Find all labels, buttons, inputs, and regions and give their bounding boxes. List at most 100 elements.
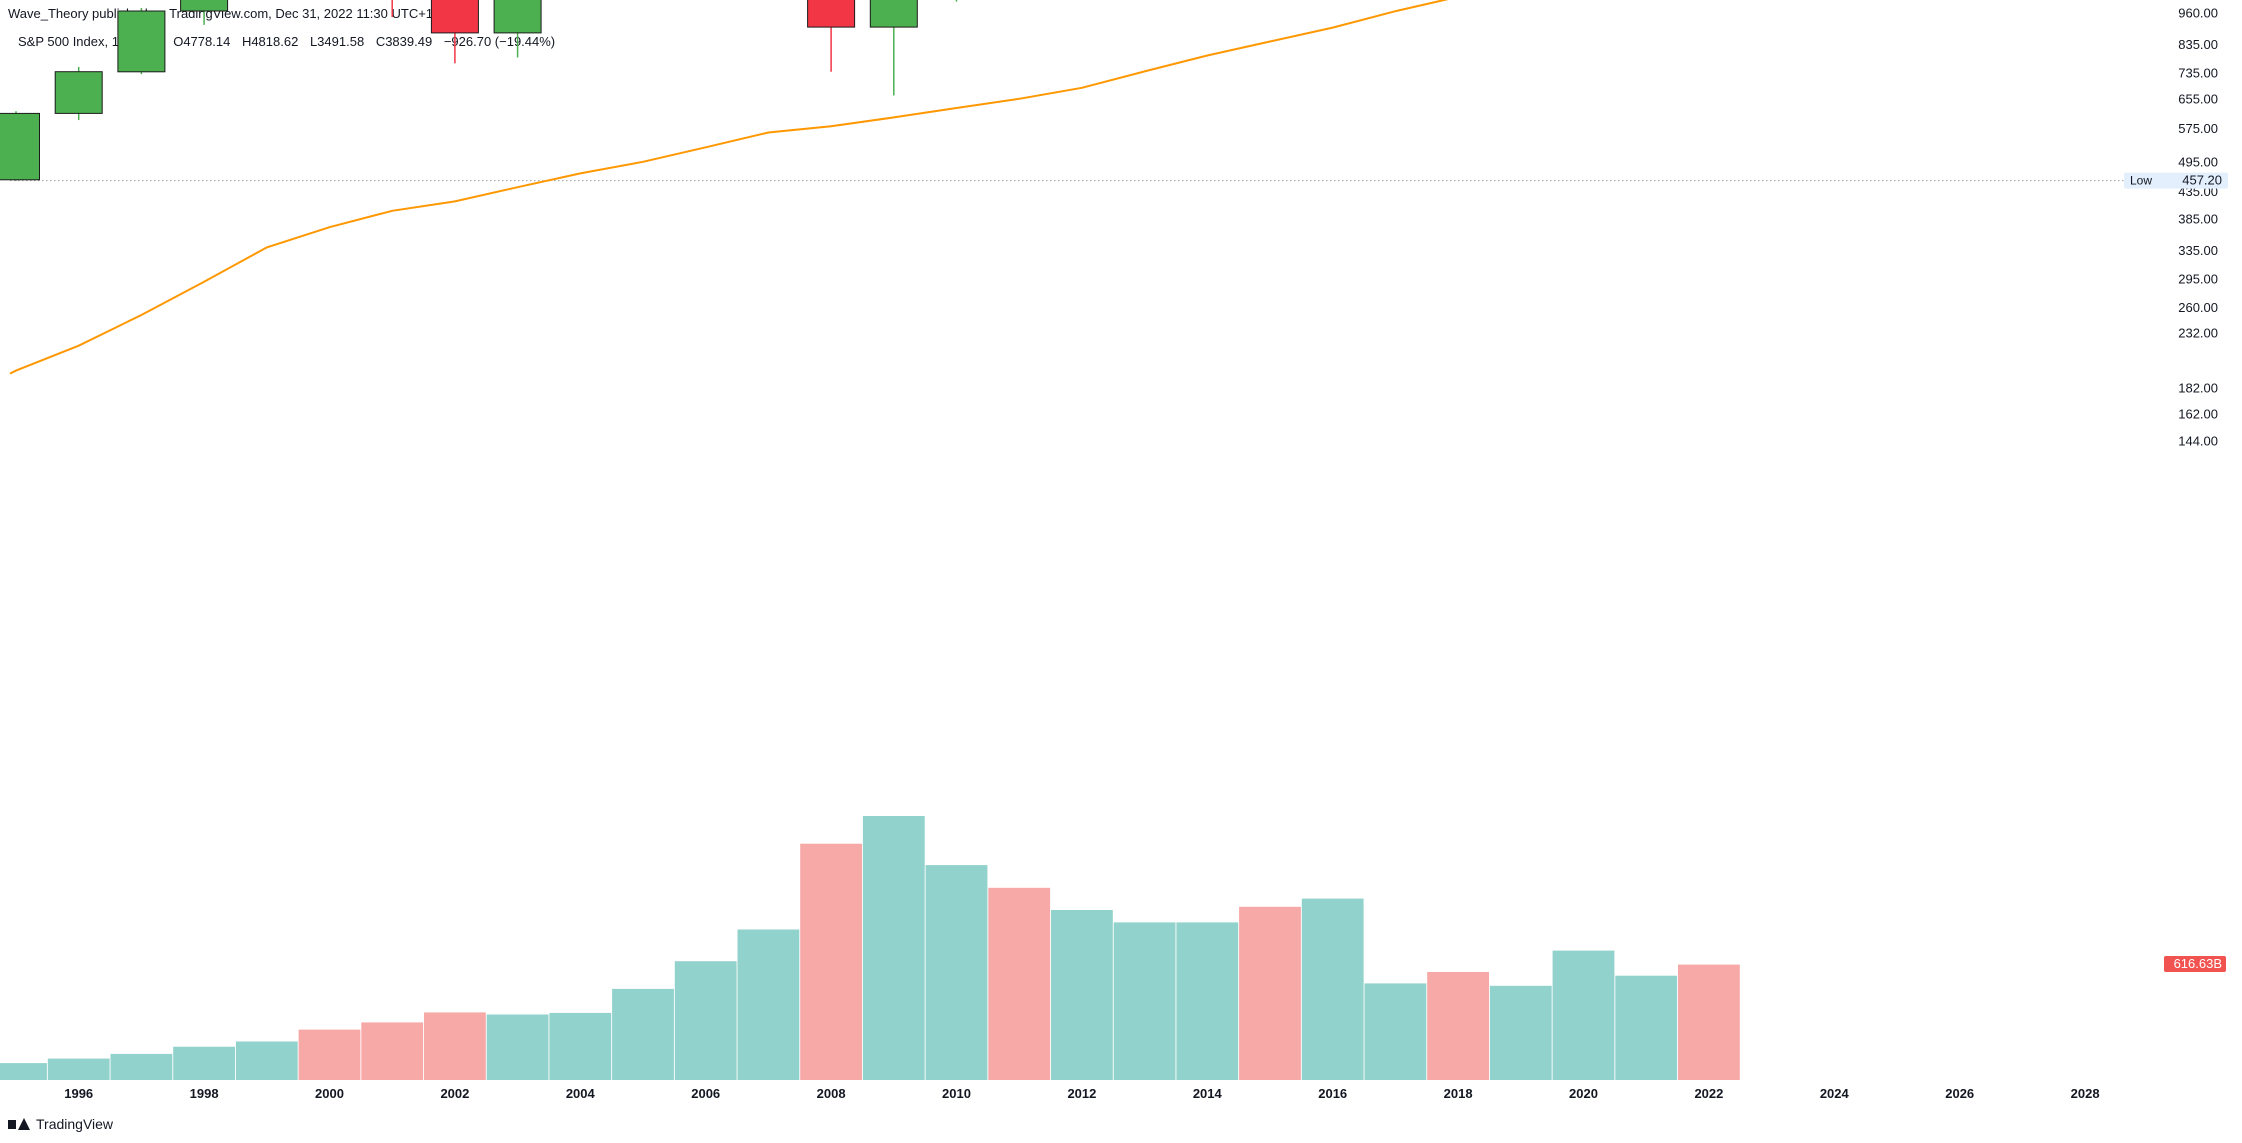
volume-bar-1999	[235, 1041, 298, 1080]
candle-2010	[955, 0, 958, 2]
price-tick: 655.00	[2178, 92, 2218, 107]
volume-bar-2013	[1113, 922, 1176, 1080]
price-tick: 232.00	[2178, 326, 2218, 341]
volume-bar-2020	[1552, 950, 1615, 1080]
volume-bar-2002	[424, 1012, 486, 1080]
volume-bar-2009	[862, 816, 925, 1080]
candles	[0, 0, 958, 181]
candle-1996	[54, 66, 103, 121]
price-tick: 260.00	[2178, 300, 2218, 315]
volume-bar-2021	[1615, 975, 1678, 1080]
volume-bar-2011	[988, 887, 1051, 1080]
volume-bar-2019	[1489, 985, 1552, 1080]
price-lines	[10, 180, 2150, 182]
candle-1995	[0, 111, 40, 181]
candle-body	[493, 0, 542, 34]
time-axis: 1996 1998 2000 2002 2004 2006 2008 2010 2012 2014…	[64, 1086, 2099, 1101]
time-tick: 1998	[190, 1086, 219, 1101]
time-tick: 2024	[1820, 1086, 1850, 1101]
time-tick: 2010	[942, 1086, 971, 1101]
candle-2008	[807, 0, 856, 72]
candle-body	[180, 0, 229, 12]
time-tick: 2020	[1569, 1086, 1598, 1101]
volume-bar-2018	[1427, 972, 1489, 1080]
volume-bar-2001	[361, 1022, 424, 1080]
volume-bar-2014	[1176, 922, 1239, 1080]
moving-average-line	[9, 0, 1449, 375]
legend-low: L3491.58	[309, 34, 365, 49]
candle-body	[0, 112, 40, 181]
tradingview-footer[interactable]: TradingView	[8, 1116, 113, 1132]
volume-bar-2022	[1678, 964, 1740, 1080]
time-tick: 2002	[440, 1086, 469, 1101]
volume-bar-2017	[1364, 983, 1427, 1080]
price-tick: 385.00	[2178, 211, 2218, 226]
volume-bar-2007	[737, 929, 800, 1080]
price-tick: 735.00	[2178, 66, 2218, 81]
price-line-low-value: 457.20	[2182, 173, 2222, 188]
volume-bar-2010	[925, 865, 988, 1080]
candle-body	[807, 0, 856, 28]
candle-2001	[391, 0, 393, 18]
legend-close: C3839.49	[375, 34, 433, 49]
volume-bar-2012	[1051, 910, 1113, 1080]
time-tick: 2012	[1067, 1086, 1096, 1101]
price-tick: 495.00	[2178, 155, 2218, 170]
time-tick: 2000	[315, 1086, 344, 1101]
candle-1997	[117, 7, 166, 75]
candle-2003	[493, 0, 542, 58]
volume-bar-1995	[0, 1063, 47, 1080]
volume-bar-2015	[1239, 906, 1301, 1080]
candle-body	[117, 10, 166, 73]
candle-body	[54, 71, 103, 114]
volume-value-chip	[2164, 956, 2226, 972]
time-tick: 1996	[64, 1086, 93, 1101]
price-tick: 575.00	[2178, 121, 2218, 136]
candle-body	[869, 0, 918, 28]
volume-bar-1996	[47, 1058, 110, 1080]
volume-value-text: 616.63B	[2174, 956, 2222, 971]
volume-bar-2008	[800, 843, 862, 1080]
candle-2002	[430, 0, 479, 64]
candle-1998	[180, 0, 229, 25]
price-tick: 182.00	[2178, 380, 2218, 395]
footer-brand: TradingView	[36, 1116, 114, 1132]
legend-open: O4778.14	[173, 34, 231, 49]
price-tick: 960.00	[2178, 5, 2218, 20]
volume-bars	[0, 816, 1740, 1080]
volume-bar-1997	[110, 1053, 173, 1080]
candle-body	[430, 0, 479, 34]
time-tick: 2016	[1318, 1086, 1347, 1101]
price-axis: 7000.006200.005400.004200.003600.003200.…	[2178, 5, 2218, 448]
time-tick: 2022	[1694, 1086, 1723, 1101]
time-tick: 2018	[1444, 1086, 1473, 1101]
tradingview-logo-icon	[8, 1117, 30, 1131]
moving-average	[9, 0, 1449, 375]
price-tick: 835.00	[2178, 37, 2218, 52]
time-tick: 2004	[566, 1086, 596, 1101]
volume-bar-2000	[298, 1029, 361, 1080]
price-tick: 144.00	[2178, 433, 2218, 448]
price-tick: 295.00	[2178, 272, 2218, 287]
time-tick: 2014	[1193, 1086, 1223, 1101]
time-tick: 2006	[691, 1086, 720, 1101]
publisher-line: Wave_Theory published on TradingView.com…	[8, 6, 434, 21]
time-tick: 2028	[2071, 1086, 2100, 1101]
price-line-low-label: Low	[2130, 174, 2152, 188]
time-tick: 2008	[817, 1086, 846, 1101]
price-line-low-chip	[2124, 172, 2228, 189]
volume-bar-2005	[612, 988, 674, 1080]
volume-bar-2004	[549, 1012, 612, 1080]
volume-bar-2016	[1301, 898, 1364, 1080]
volume-bar-2006	[674, 961, 737, 1080]
time-tick: 2026	[1945, 1086, 1974, 1101]
candle-2009	[869, 0, 918, 96]
axis-labels: High4818.62Low457.203839.491447.11616.63…	[2124, 172, 2228, 972]
volume-bar-1998	[173, 1046, 235, 1080]
price-tick: 162.00	[2178, 407, 2218, 422]
legend-change: −926.70 (−19.44%)	[443, 34, 556, 49]
legend-high: H4818.62	[241, 34, 299, 49]
price-tick: 335.00	[2178, 243, 2218, 258]
volume-bar-2003	[486, 1014, 549, 1080]
